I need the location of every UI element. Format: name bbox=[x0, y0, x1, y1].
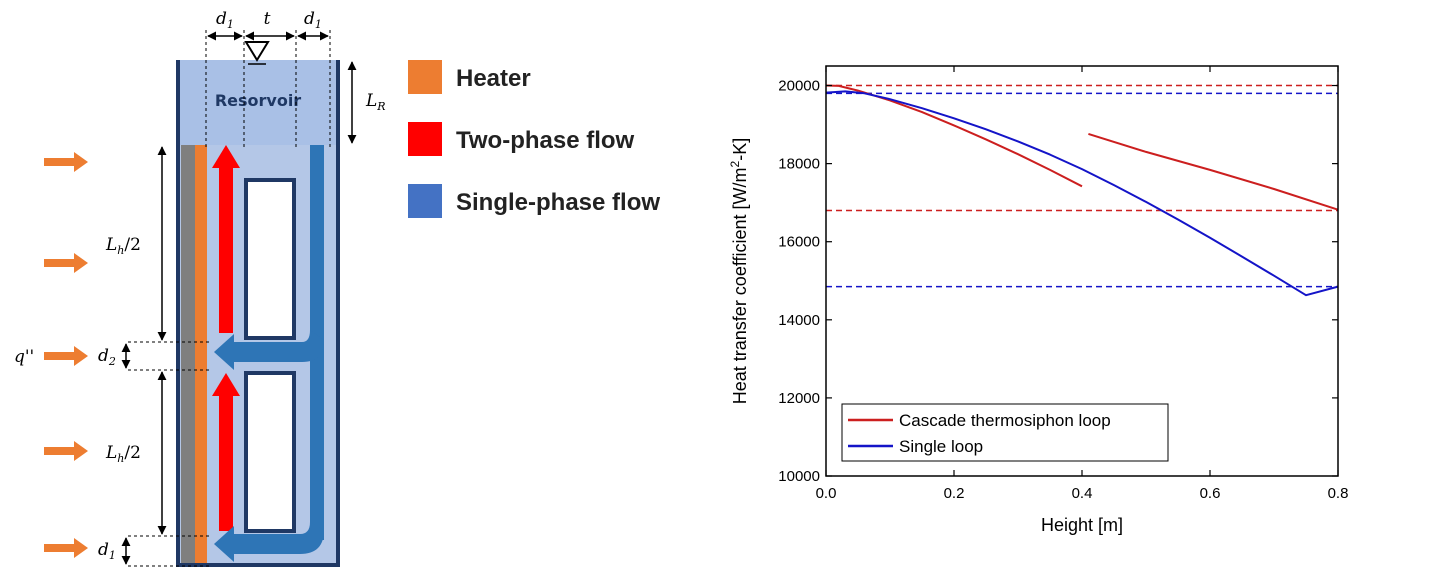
series-line-0-segment-0 bbox=[825, 84, 1083, 188]
dim-t: t bbox=[264, 9, 271, 29]
schematic: Resorvoir d1 t d1 LR Lh/2 d2 bbox=[14, 9, 660, 567]
chart: 0.0 0.2 0.4 0.6 0.8 10000 12000 14000 16000 18000… bbox=[728, 65, 1348, 535]
heat-arrow-4 bbox=[44, 441, 88, 461]
inner-block-lower bbox=[244, 371, 296, 533]
x-tick-label-3: 0.6 bbox=[1200, 485, 1221, 502]
series-line-0-segment-1 bbox=[1088, 132, 1339, 211]
heater-backing bbox=[181, 145, 195, 563]
x-tick-label-2: 0.4 bbox=[1072, 485, 1093, 502]
single-phase-arrowhead-upper bbox=[214, 334, 234, 370]
legend-label-two-phase: Two-phase flow bbox=[456, 127, 635, 154]
legend-swatch-two-phase bbox=[408, 122, 442, 156]
heat-flux-arrows bbox=[44, 152, 88, 558]
heat-arrow-3 bbox=[44, 346, 88, 366]
reservoir-top-fill bbox=[178, 60, 338, 145]
x-tick-label-0: 0.0 bbox=[816, 485, 837, 502]
free-surface-triangle bbox=[244, 41, 270, 62]
legend-label-single-phase: Single-phase flow bbox=[456, 189, 660, 216]
dim-d2: d2 bbox=[98, 346, 116, 368]
legend-swatch-heater bbox=[408, 60, 442, 94]
legend-label-heater: Heater bbox=[456, 65, 531, 92]
dim-d1-bottom: d1 bbox=[98, 540, 116, 562]
legend-label-cascade: Cascade thermosiphon loop bbox=[899, 411, 1111, 430]
y-tick-label-4: 18000 bbox=[778, 156, 820, 173]
heat-arrow-5 bbox=[44, 538, 88, 558]
single-phase-path bbox=[214, 145, 324, 562]
heat-arrow-1 bbox=[44, 152, 88, 172]
y-axis-label: Heat transfer coefficient [W/m2-K] bbox=[728, 138, 750, 404]
schematic-legend: Heater Two-phase flow Single-phase flow bbox=[408, 60, 660, 218]
reservoir-label: Resorvoir bbox=[215, 91, 301, 110]
dim-LR: LR bbox=[365, 91, 386, 113]
chart-series bbox=[825, 84, 1339, 297]
two-phase-arrow-lower bbox=[212, 373, 240, 531]
x-axis-label: Height [m] bbox=[1041, 515, 1123, 535]
chart-ticks: 0.0 0.2 0.4 0.6 0.8 10000 12000 14000 16000 18000… bbox=[778, 66, 1348, 502]
heater-strip bbox=[195, 145, 207, 563]
y-tick-label-5: 20000 bbox=[778, 78, 820, 95]
legend-swatch-single-phase bbox=[408, 184, 442, 218]
heat-flux-label: q'' bbox=[14, 347, 34, 367]
guide-lines bbox=[128, 30, 331, 567]
y-tick-label-1: 12000 bbox=[778, 390, 820, 407]
dim-d1-top-left: d1 bbox=[216, 9, 234, 31]
dim-Lh-upper: Lh/2 bbox=[105, 235, 141, 257]
single-phase-arrowhead-lower bbox=[214, 526, 234, 562]
dim-Lh-lower: Lh/2 bbox=[105, 443, 141, 465]
y-tick-label-2: 14000 bbox=[778, 312, 820, 329]
chart-legend-box bbox=[841, 403, 1169, 462]
chart-legend: Cascade thermosiphon loop Single loop bbox=[841, 403, 1169, 462]
heat-arrow-2 bbox=[44, 253, 88, 273]
x-tick-label-1: 0.2 bbox=[944, 485, 965, 502]
dim-d1-top-right: d1 bbox=[304, 9, 322, 31]
y-tick-label-0: 10000 bbox=[778, 468, 820, 485]
two-phase-arrow-upper bbox=[212, 145, 240, 333]
y-tick-label-3: 16000 bbox=[778, 234, 820, 251]
x-tick-label-4: 0.8 bbox=[1328, 485, 1349, 502]
series-line-1-segment-0 bbox=[825, 90, 1339, 297]
legend-label-single: Single loop bbox=[899, 437, 983, 456]
reference-lines bbox=[826, 84, 1338, 288]
inner-block-upper bbox=[244, 178, 296, 340]
